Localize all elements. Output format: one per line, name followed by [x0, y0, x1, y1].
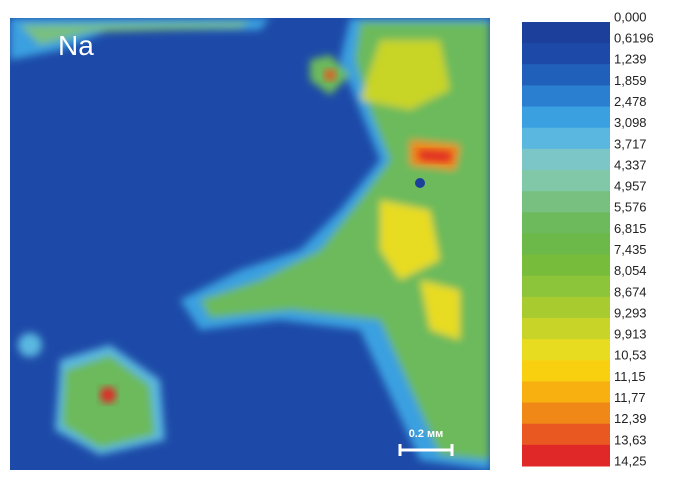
- colorbar-label: 8,674: [614, 284, 647, 299]
- colorbar-label: 2,478: [614, 94, 647, 109]
- colorbar-label: 9,913: [614, 327, 647, 342]
- colorbar-band: [522, 424, 610, 446]
- colorbar: 0,000 0,6196 1,239 1,859 2,478 3,098 3,717 4,33…: [522, 9, 654, 468]
- colorbar-band: [522, 212, 610, 234]
- colorbar-label: 4,957: [614, 179, 647, 194]
- colorbar-label: 11,15: [614, 369, 646, 384]
- colorbar-band: [522, 276, 610, 298]
- colorbar-label: 6,815: [614, 221, 647, 236]
- colorbar-band: [522, 128, 610, 150]
- element-map: [10, 18, 490, 470]
- colorbar-band: [522, 85, 610, 107]
- colorbar-label: 11,77: [614, 390, 646, 405]
- colorbar-band: [522, 233, 610, 255]
- colorbar-label: 0,6196: [614, 31, 654, 46]
- colorbar-label: 14,25: [614, 453, 647, 468]
- colorbar-label: 0,000: [614, 9, 647, 24]
- colorbar-band: [522, 64, 610, 86]
- colorbar-band: [522, 107, 610, 129]
- page: {"map": {"element": "Na", "scale_bar": "…: [0, 0, 700, 477]
- colorbar-band: [522, 339, 610, 361]
- colorbar-label: 3,717: [614, 136, 647, 151]
- colorbar-band: [522, 403, 610, 425]
- scale-bar-label: 0.2 мм: [409, 428, 444, 440]
- colorbar-band: [522, 445, 610, 467]
- colorbar-band: [522, 191, 610, 213]
- colorbar-label: 12,39: [614, 411, 647, 426]
- colorbar-band: [522, 22, 610, 44]
- colorbar-label: 10,53: [614, 348, 647, 363]
- colorbar-band: [522, 43, 610, 65]
- colorbar-band: [522, 149, 610, 171]
- colorbar-label: 1,859: [614, 73, 647, 88]
- colorbar-band: [522, 255, 610, 277]
- colorbar-label: 1,239: [614, 52, 647, 67]
- colorbar-band: [522, 297, 610, 319]
- colorbar-label: 8,054: [614, 263, 647, 278]
- figure: Na 0.2 мм 0,000 0,6196 1,239 1,859 2,478 3,09…: [0, 0, 700, 477]
- colorbar-label: 7,435: [614, 242, 647, 257]
- colorbar-label: 13,63: [614, 432, 647, 447]
- colorbar-label: 4,337: [614, 157, 647, 172]
- element-label: Na: [58, 30, 94, 61]
- colorbar-label: 9,293: [614, 305, 647, 320]
- colorbar-label: 5,576: [614, 200, 647, 215]
- colorbar-band: [522, 381, 610, 403]
- colorbar-band: [522, 360, 610, 382]
- colorbar-label: 3,098: [614, 115, 647, 130]
- colorbar-band: [522, 318, 610, 340]
- colorbar-band: [522, 170, 610, 192]
